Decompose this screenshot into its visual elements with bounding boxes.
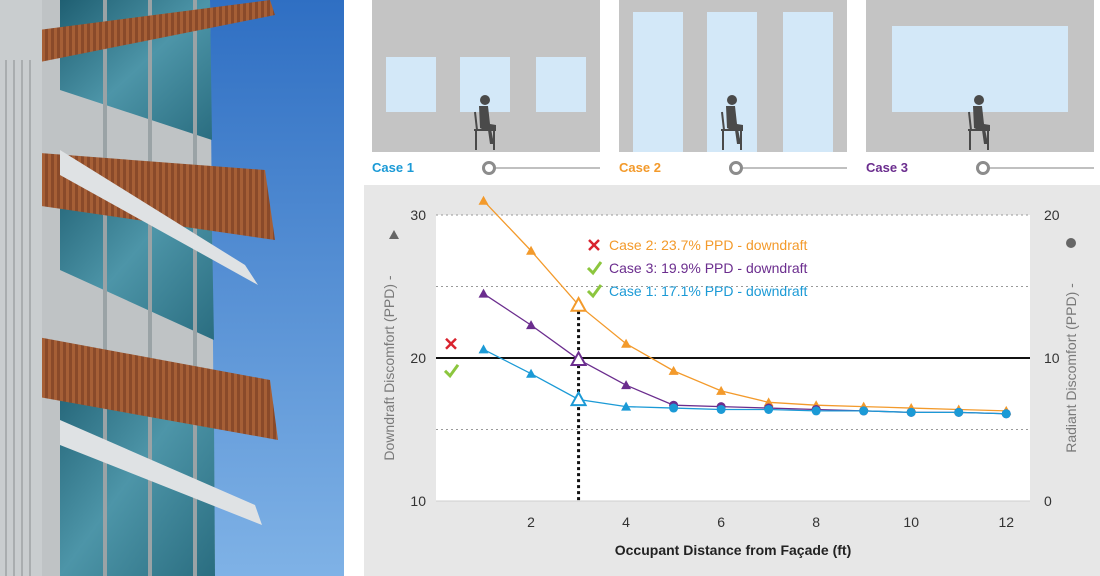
data-point <box>811 406 821 416</box>
cross-icon <box>588 239 600 251</box>
check-icon <box>443 363 460 379</box>
x-tick-label: 8 <box>812 514 820 530</box>
data-point <box>669 403 679 413</box>
case-2-slider-knob[interactable] <box>729 161 743 175</box>
series-line <box>483 348 1007 415</box>
circle-marker-icon <box>1066 238 1076 248</box>
case-2-slider-track[interactable] <box>739 167 847 169</box>
case-2-label: Case 2 <box>619 160 661 175</box>
case-2-card: Case 2 <box>619 0 847 180</box>
case-3-scene <box>866 0 1094 152</box>
chart-panel: 2 4 6 8 10 12 10 20 30 0 10 20 Occupant Distance fro… <box>364 185 1100 576</box>
case-2-window <box>633 12 683 152</box>
x-tick-label: 12 <box>998 514 1014 530</box>
case-1-label: Case 1 <box>372 160 414 175</box>
y-right-tick-label: 0 <box>1044 493 1052 509</box>
series-case-1 <box>478 344 1011 419</box>
check-icon <box>586 261 603 276</box>
data-point <box>763 397 774 407</box>
y-left-tick-label: 30 <box>410 207 426 223</box>
data-point <box>764 404 774 414</box>
discomfort-chart: 2 4 6 8 10 12 10 20 30 0 10 20 Occupant Distance fro… <box>381 195 1079 558</box>
y-left-axis-title: Downdraft Discomfort (PPD) - <box>381 275 397 460</box>
annotation-text: Case 3: 19.9% PPD - downdraft <box>609 260 808 276</box>
case-3-label: Case 3 <box>866 160 908 175</box>
case-1-window <box>386 57 436 112</box>
case-2-window <box>783 12 833 152</box>
data-point <box>478 195 489 205</box>
seated-occupant-icon <box>474 95 496 150</box>
y-right-tick-label: 20 <box>1044 207 1060 223</box>
cross-icon <box>445 337 457 350</box>
x-tick-label: 6 <box>717 514 725 530</box>
data-point <box>716 404 726 414</box>
selected-data-point <box>569 350 588 367</box>
facade-photo <box>0 0 344 576</box>
triangle-marker-icon <box>389 230 399 239</box>
case-1-card: Case 1 <box>372 0 600 180</box>
selected-data-point <box>569 390 588 407</box>
data-point <box>954 407 964 417</box>
y-left-tick-label: 10 <box>410 493 426 509</box>
data-point <box>526 320 537 330</box>
y-left-tick-label: 20 <box>410 350 426 366</box>
case-1-window <box>536 57 586 112</box>
annotation-text: Case 2: 23.7% PPD - downdraft <box>609 237 808 253</box>
data-point <box>668 365 679 375</box>
y-right-tick-label: 10 <box>1044 350 1060 366</box>
data-point <box>478 344 489 354</box>
check-icon <box>586 284 603 299</box>
x-tick-label: 2 <box>527 514 535 530</box>
series-line <box>483 200 1007 412</box>
data-point <box>621 401 632 411</box>
case-3-card: Case 3 <box>866 0 1094 180</box>
case-1-slider-track[interactable] <box>492 167 600 169</box>
seated-occupant-icon <box>721 95 743 150</box>
case-2-scene <box>619 0 847 152</box>
data-point <box>859 406 869 416</box>
data-point <box>621 338 632 348</box>
cross-icon-stroke <box>445 337 457 350</box>
x-tick-label: 4 <box>622 514 630 530</box>
annotation-text: Case 1: 17.1% PPD - downdraft <box>609 283 808 299</box>
x-tick-label: 10 <box>903 514 919 530</box>
data-point <box>906 407 916 417</box>
case-3-slider-track[interactable] <box>986 167 1094 169</box>
selected-data-point <box>569 296 588 312</box>
x-axis-title: Occupant Distance from Façade (ft) <box>615 542 852 558</box>
case-1-slider-knob[interactable] <box>482 161 496 175</box>
data-point <box>1001 409 1011 419</box>
data-point <box>526 368 537 378</box>
data-point <box>526 245 537 255</box>
data-point <box>716 385 727 395</box>
data-point <box>478 288 489 298</box>
y-right-axis-title: Radiant Discomfort (PPD) - <box>1063 283 1079 453</box>
case-1-scene <box>372 0 600 152</box>
seated-occupant-icon <box>968 95 990 150</box>
cross-icon-stroke <box>588 239 600 251</box>
data-point <box>621 380 632 390</box>
case-3-slider-knob[interactable] <box>976 161 990 175</box>
